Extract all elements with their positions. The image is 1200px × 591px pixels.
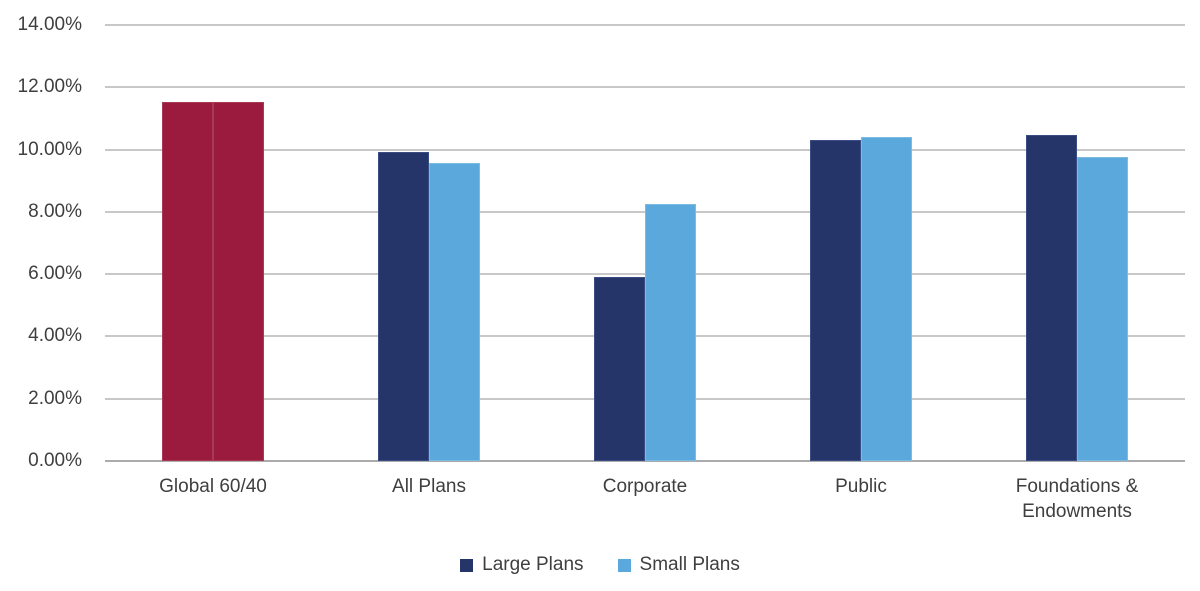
gridline [105,24,1185,26]
x-axis-category-label: Corporate [602,476,688,497]
bar-group [810,25,912,461]
y-axis-tick-label: 12.00% [17,76,82,98]
legend-label: Small Plans [639,554,740,575]
bar-large-plans [594,277,645,461]
bar-group [162,25,264,461]
legend-item: Large Plans [460,554,584,576]
bar-small-plans [1077,157,1128,461]
bar-group [594,25,696,461]
bar-small-plans [429,163,480,461]
x-axis-line [105,460,1185,462]
bar-group [1026,25,1128,461]
legend-swatch-icon [617,558,631,572]
legend-swatch-icon [460,558,474,572]
x-axis-category-label: All Plans [392,476,466,497]
legend: Large Plans Small Plans [0,554,1200,576]
bar-benchmark [213,102,264,461]
bar-large-plans [1026,135,1077,461]
bar-small-plans [861,137,912,461]
gridline [105,148,1185,151]
bar-large-plans [810,140,861,461]
x-axis-category-label: Global 60/40 [159,476,267,497]
y-axis-tick-label: 6.00% [28,263,82,285]
gridline [105,86,1185,89]
y-axis-tick-label: 4.00% [28,325,82,347]
x-axis-category-label: Foundations & Endowments [1015,476,1139,522]
legend-label: Large Plans [482,554,584,575]
y-axis-tick-label: 14.00% [17,14,82,35]
y-axis-tick-label: 10.00% [17,138,82,160]
bar-large-plans [378,152,429,461]
bar-group [378,25,480,461]
y-axis-tick-label: 2.00% [28,387,82,409]
x-axis-category-label: Public [835,476,887,497]
bar-small-plans [645,204,696,461]
legend-item: Small Plans [617,554,740,576]
y-axis-tick-label: 0.00% [28,450,82,471]
y-axis-tick-label: 8.00% [28,200,82,222]
bar-benchmark [162,102,213,461]
